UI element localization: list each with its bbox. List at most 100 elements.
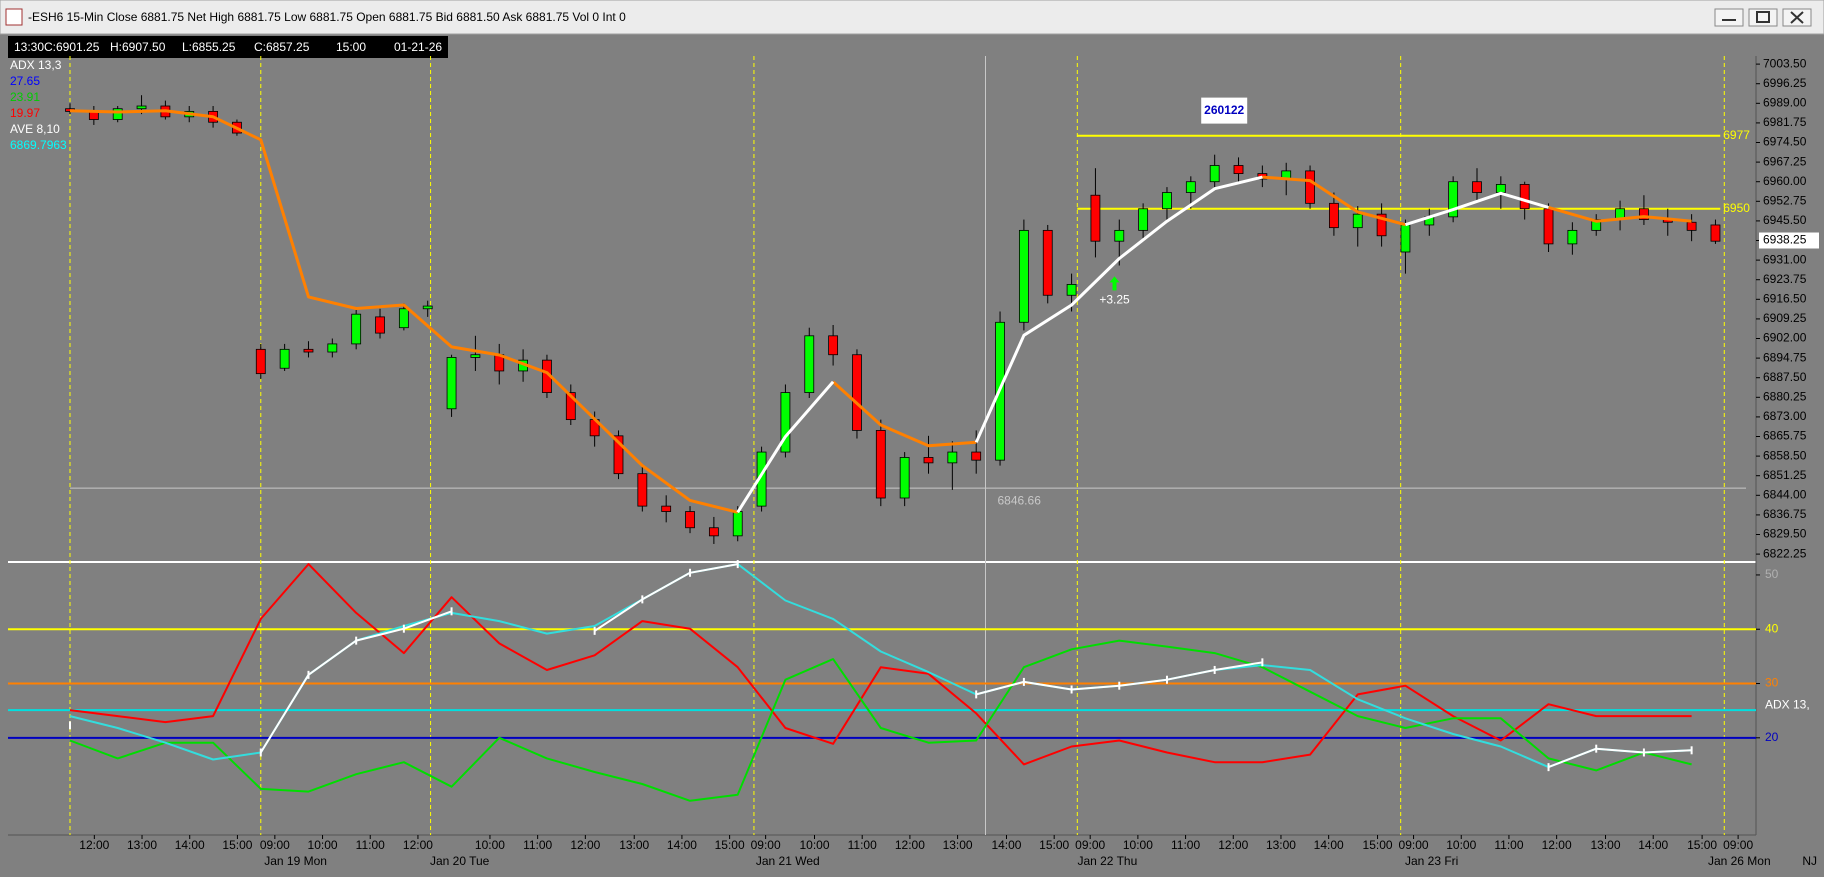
minimize-button[interactable] <box>1714 8 1744 27</box>
y-tick-label: 30 <box>1765 676 1779 690</box>
candle-body <box>1209 165 1220 183</box>
y-tick-label: 6996.25 <box>1763 76 1807 90</box>
candle-body <box>1162 192 1172 210</box>
candle-body <box>1018 229 1029 323</box>
candle-body <box>1352 213 1363 229</box>
candle-body <box>446 357 457 410</box>
candle-body <box>1519 184 1530 210</box>
crosshair-label: 6846.66 <box>997 493 1041 507</box>
candle-body <box>470 354 481 358</box>
candle-body <box>1305 170 1315 204</box>
x-tick-label: 15:00 <box>1687 838 1717 852</box>
candle-body <box>279 348 290 369</box>
x-tick-label: 14:00 <box>991 838 1021 852</box>
candle-body <box>351 313 362 345</box>
y-tick-label: 50 <box>1765 567 1779 581</box>
x-tick-label: 14:00 <box>175 838 205 852</box>
candle-body <box>422 305 433 310</box>
y-tick-label: 6945.50 <box>1763 213 1807 227</box>
x-tick-label: 09:00 <box>260 838 290 852</box>
candle-body <box>303 348 314 353</box>
x-tick-label: 15:00 <box>1363 838 1393 852</box>
candle-body <box>398 308 409 329</box>
candle-body <box>1472 181 1482 193</box>
y-tick-label: 6851.25 <box>1763 468 1807 482</box>
date-label: Jan 23 Fri <box>1405 854 1458 868</box>
x-tick-label: 10:00 <box>1123 838 1153 852</box>
right-axis-area <box>1756 35 1824 877</box>
legend-entry: ADX 13,3 <box>10 58 62 72</box>
y-tick-label: 6909.25 <box>1763 311 1807 325</box>
y-tick-label: 6822.25 <box>1763 546 1807 560</box>
candle-body <box>875 430 886 499</box>
x-tick-label: 14:00 <box>1314 838 1344 852</box>
corner-label: NJ <box>1802 854 1817 868</box>
candle-body <box>923 457 934 464</box>
candle-body <box>1567 229 1578 245</box>
x-tick-label: 13:00 <box>1266 838 1296 852</box>
indicator-line <box>69 639 1692 802</box>
y-tick-label: 6989.00 <box>1763 95 1807 109</box>
y-tick-label: 7003.50 <box>1763 56 1807 70</box>
y-tick-label: 6894.75 <box>1763 350 1807 364</box>
y-tick-label: 6923.75 <box>1763 272 1807 286</box>
candle-body <box>780 392 791 453</box>
y-tick-label: 6844.00 <box>1763 487 1807 501</box>
candle-body <box>1543 208 1554 245</box>
x-tick-label: 15:00 <box>715 838 745 852</box>
candle-body <box>375 316 385 334</box>
y-tick-label: 6960.00 <box>1763 174 1807 188</box>
x-tick-label: 10:00 <box>799 838 829 852</box>
x-tick-label: 11:00 <box>1171 838 1200 852</box>
y-tick-label: 6880.25 <box>1763 389 1807 403</box>
candle-body <box>661 505 672 512</box>
candle-body <box>255 348 266 375</box>
legend-entry: 19.97 <box>10 106 40 120</box>
x-tick-label: 12:00 <box>895 838 925 852</box>
candle-body <box>1376 213 1387 237</box>
candle-body <box>732 511 743 537</box>
y-tick-label: 6873.00 <box>1763 409 1807 423</box>
maximize-icon <box>1756 11 1770 23</box>
x-tick-label: 13:00 <box>943 838 973 852</box>
x-tick-label: 10:00 <box>1446 838 1476 852</box>
indicator-line <box>69 563 1692 766</box>
candle-body <box>899 457 910 499</box>
close-icon <box>1790 11 1804 24</box>
candle-body <box>1185 181 1196 193</box>
candle-body <box>971 451 982 461</box>
y-tick-label: 6902.00 <box>1763 331 1807 345</box>
x-tick-label: 10:00 <box>475 838 505 852</box>
y-tick-label: 6887.50 <box>1763 370 1807 384</box>
x-tick-label: 15:00 <box>1039 838 1069 852</box>
date-label: Jan 26 Mon <box>1708 854 1771 868</box>
y-tick-label: 40 <box>1765 621 1779 635</box>
y-tick-label: 6829.50 <box>1763 527 1807 541</box>
candle-body <box>1114 229 1125 242</box>
axis-label: ADX 13, <box>1765 697 1810 711</box>
info-text: 13:30 <box>14 40 44 54</box>
candle-body <box>1329 202 1339 229</box>
legend-entry: AVE 8,10 <box>10 122 60 136</box>
date-label: Jan 20 Tue <box>430 854 490 868</box>
y-tick-label: 6858.50 <box>1763 448 1807 462</box>
x-tick-label: 11:00 <box>356 838 385 852</box>
x-tick-label: 11:00 <box>523 838 552 852</box>
date-label: Jan 21 Wed <box>756 854 820 868</box>
window-title: -ESH6 15-Min Close 6881.75 Net High 6881… <box>28 10 626 24</box>
annotation: +3.25 <box>1099 293 1130 307</box>
x-tick-label: 13:00 <box>619 838 649 852</box>
candle-body <box>708 527 719 537</box>
x-tick-label: 11:00 <box>848 838 877 852</box>
candle-body <box>685 511 695 529</box>
level-label: 6950 <box>1723 201 1750 215</box>
candle-body <box>804 335 815 393</box>
y-tick-label: 6981.75 <box>1763 115 1807 129</box>
candle-body <box>1639 208 1649 220</box>
candle-body <box>1042 229 1053 296</box>
info-text: C:6901.25 <box>44 40 100 54</box>
candle-body <box>1448 181 1459 218</box>
legend-entry: 27.65 <box>10 74 40 88</box>
x-tick-label: 09:00 <box>1075 838 1105 852</box>
